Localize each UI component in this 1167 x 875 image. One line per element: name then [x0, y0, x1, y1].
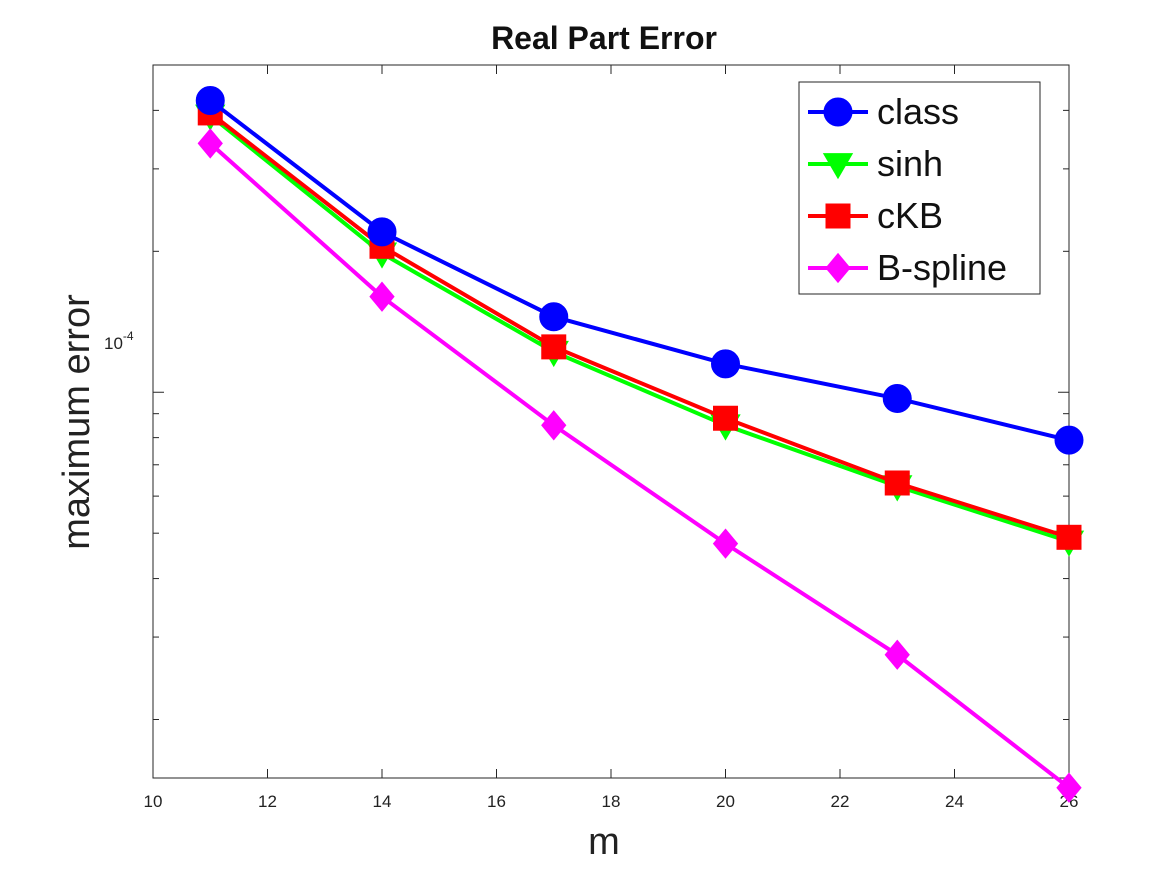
legend-item: B-spline	[808, 247, 1007, 288]
x-tick-label: 20	[716, 792, 735, 811]
legend-marker	[822, 153, 854, 180]
data-point	[712, 528, 739, 559]
legend-marker	[825, 203, 851, 229]
series-line	[208, 113, 1070, 544]
series-b-spline	[197, 128, 1082, 803]
data-point	[713, 405, 738, 431]
data-point	[195, 85, 225, 115]
legend-label: B-spline	[877, 247, 1007, 288]
series-ckb	[197, 100, 1082, 550]
legend-marker	[823, 97, 853, 127]
data-point	[367, 217, 397, 247]
x-tick-label: 18	[602, 792, 621, 811]
data-point	[1056, 524, 1082, 550]
data-point	[369, 281, 395, 312]
data-point	[884, 639, 910, 670]
legend-item: class	[808, 91, 959, 132]
legend-item: cKB	[808, 195, 943, 236]
x-tick-label: 22	[831, 792, 850, 811]
x-tick-label: 24	[945, 792, 964, 811]
legend: class sinh cKB B-spline	[798, 81, 1041, 295]
x-tick-label: 12	[258, 792, 277, 811]
legend-marker	[825, 252, 851, 284]
x-tick-label: 16	[487, 792, 506, 811]
x-tick-label: 14	[373, 792, 392, 811]
data-point	[882, 383, 912, 413]
series-class	[195, 85, 1084, 455]
data-point	[1056, 772, 1082, 803]
x-tick-label: 10	[144, 792, 163, 811]
series-line	[209, 111, 1070, 540]
data-point	[541, 410, 567, 441]
legend-label: sinh	[877, 143, 943, 184]
x-axis-title: m	[588, 821, 620, 863]
y-axis-title: maximum error	[56, 294, 98, 550]
legend-label: cKB	[877, 195, 943, 236]
legend-label: class	[877, 91, 959, 132]
legend-item: sinh	[808, 143, 943, 184]
data-point	[884, 470, 910, 496]
data-point	[539, 302, 569, 332]
series-line	[209, 98, 1070, 443]
data-point	[711, 349, 740, 379]
x-axis: 101214161820222426	[144, 65, 1078, 811]
y-tick-label: 10-4	[104, 329, 134, 353]
series-line	[208, 141, 1071, 790]
chart-title: Real Part Error	[491, 20, 717, 56]
data-point	[1054, 425, 1084, 455]
series-layer	[195, 85, 1085, 803]
data-point	[197, 128, 223, 159]
data-point	[541, 334, 567, 360]
